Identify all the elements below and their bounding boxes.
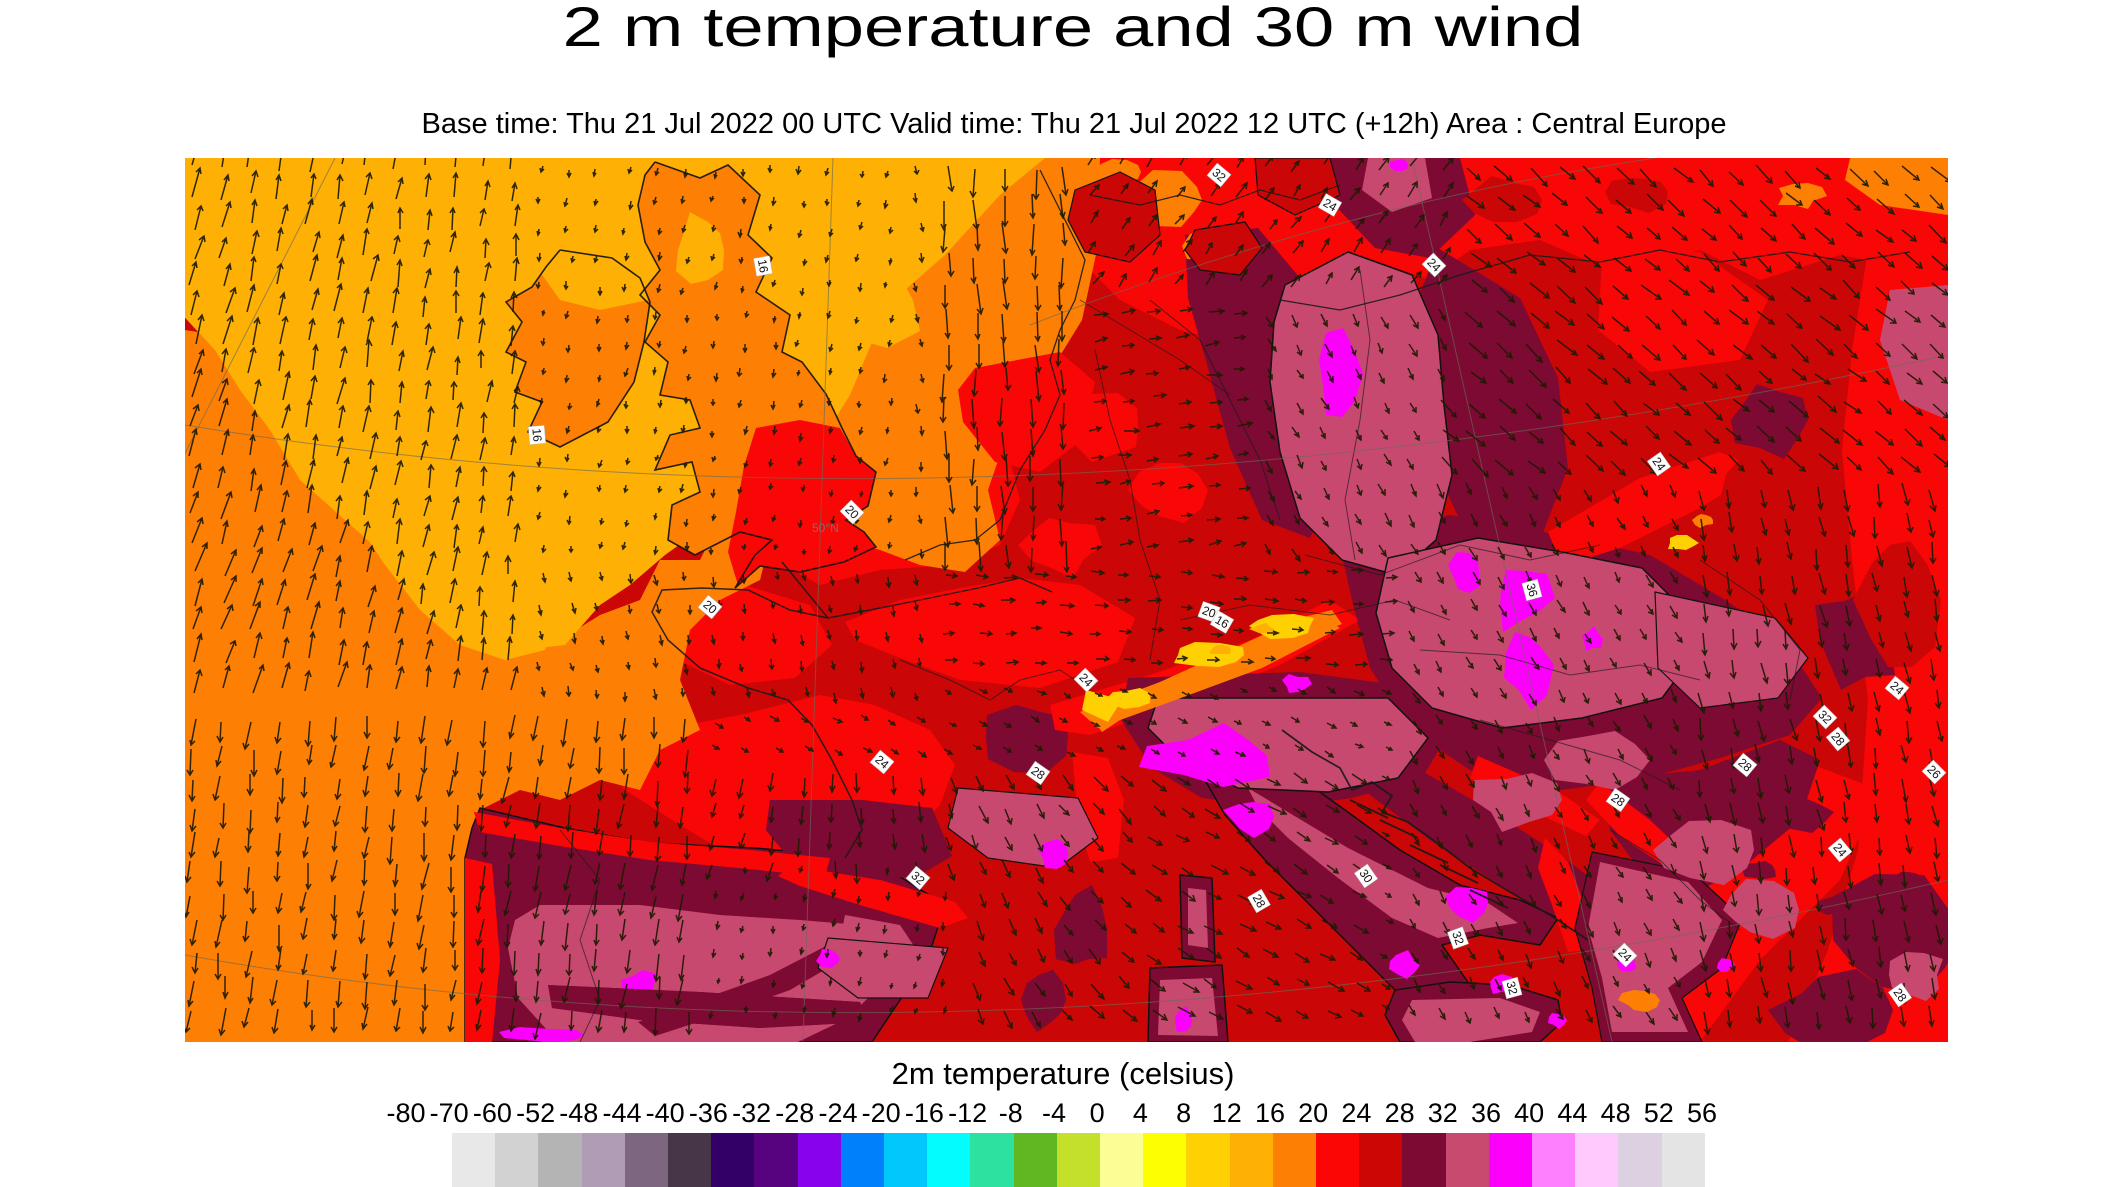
svg-text:36: 36 [1524,582,1541,599]
svg-text:28: 28 [1250,892,1269,911]
svg-text:16: 16 [529,428,544,443]
svg-text:16: 16 [1213,613,1232,632]
svg-text:50°N: 50°N [812,521,839,535]
svg-text:20: 20 [1200,603,1218,621]
svg-text:32: 32 [1449,929,1467,947]
svg-text:32: 32 [1504,980,1521,997]
svg-text:16: 16 [755,258,771,274]
svg-text:24: 24 [1321,196,1340,215]
